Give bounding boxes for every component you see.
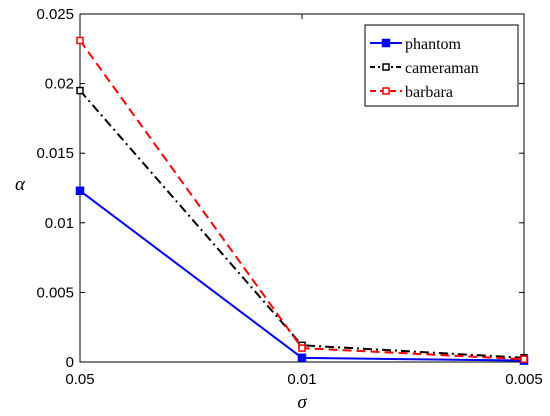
data-point-barbara bbox=[520, 355, 528, 363]
x-tick-label: 0.05 bbox=[65, 371, 94, 388]
series-layer bbox=[75, 36, 529, 365]
legend-marker-cameraman bbox=[382, 63, 390, 71]
x-axis-label: σ bbox=[297, 392, 307, 413]
legend-label-cameraman: cameraman bbox=[405, 60, 479, 77]
ticks: 0 0.005 0.01 0.015 0.02 0.025 0.05 0.01 0.005 bbox=[36, 6, 542, 388]
legend: phantom cameraman barbara bbox=[364, 24, 519, 107]
legend-label-barbara: barbara bbox=[405, 84, 453, 101]
legend-label-phantom: phantom bbox=[405, 36, 462, 53]
y-tick-label: 0.015 bbox=[36, 145, 74, 162]
legend-box bbox=[364, 24, 519, 107]
legend-item-phantom: phantom bbox=[370, 36, 462, 53]
legend-item-barbara: barbara bbox=[370, 84, 453, 101]
y-tick-label: 0.01 bbox=[45, 215, 74, 232]
legend-marker-phantom bbox=[381, 38, 391, 48]
y-tick-label: 0.02 bbox=[45, 76, 74, 93]
legend-marker-barbara bbox=[382, 87, 390, 95]
y-tick-label: 0.025 bbox=[36, 6, 74, 23]
series-barbara bbox=[76, 36, 528, 363]
x-tick-label: 0.01 bbox=[287, 371, 316, 388]
y-tick-label: 0.005 bbox=[36, 284, 74, 301]
data-point-barbara bbox=[298, 344, 306, 352]
data-point-cameraman bbox=[76, 86, 84, 95]
data-point-phantom bbox=[297, 353, 307, 363]
legend-item-cameraman: cameraman bbox=[370, 60, 479, 77]
y-tick-label: 0 bbox=[66, 354, 74, 371]
y-axis-label: α bbox=[15, 174, 26, 195]
data-point-barbara bbox=[76, 36, 84, 45]
x-tick-label: 0.005 bbox=[505, 371, 543, 388]
data-point-phantom bbox=[75, 186, 85, 196]
